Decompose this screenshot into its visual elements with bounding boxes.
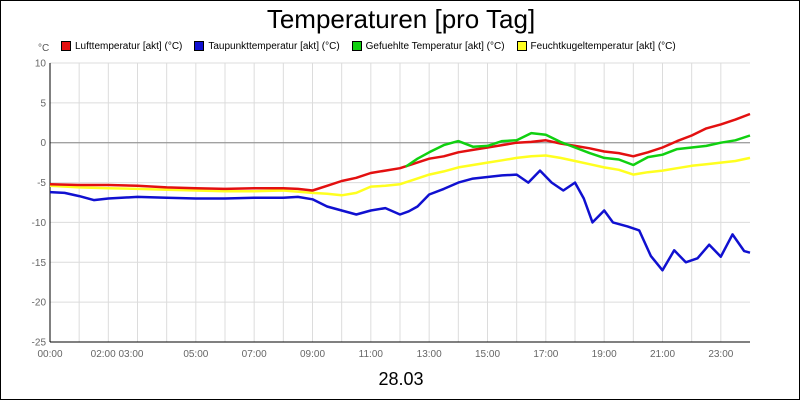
legend-label-air: Lufttemperatur [akt] (°C) [75,40,183,52]
y-tick-label: 10 [35,59,47,70]
y-tick-label: -15 [32,258,47,269]
y-tick-label: -20 [32,298,47,309]
series-line-air-temperature [49,112,751,192]
x-tick-label: 17:00 [533,349,558,360]
y-tick-label: -25 [32,338,47,349]
legend-swatch-wetbulb [516,41,527,51]
x-tick-label: 02:00 03:00 [91,349,144,360]
x-tick-label: 19:00 [592,349,617,360]
y-tick-label: -5 [37,178,46,189]
x-tick-label: 09:00 [300,349,325,360]
series-line-feels-like [405,131,751,168]
legend-swatch-feels [351,41,362,51]
legend-label-feels: Gefuehlte Temperatur [akt] (°C) [365,40,505,52]
x-tick-label: 07:00 [242,349,267,360]
legend-item-dewpoint: Taupunkttemperatur [akt] (°C) [194,39,340,53]
legend-swatch-air [61,41,71,51]
y-tick-label: -10 [32,218,47,229]
y-axis-unit: °C [38,43,50,54]
legend-item-feels: Gefuehlte Temperatur [akt] (°C) [351,39,505,53]
legend-swatch-dewpoint [194,41,205,51]
x-tick-label: 21:00 [650,349,675,360]
series-line-dewpoint [49,169,751,272]
legend-label-dewpoint: Taupunkttemperatur [akt] (°C) [208,40,340,52]
legend-item-wetbulb: Feuchtkugeltemperatur [akt] (°C) [516,39,676,53]
legend-label-wetbulb: Feuchtkugeltemperatur [akt] (°C) [530,40,676,52]
chart-title: Temperaturen [pro Tag] [266,4,536,34]
series-line-wet-bulb [49,154,751,197]
x-tick-label: 11:00 [359,349,384,360]
chart-legend: Lufttemperatur [akt] (°C) Taupunkttemper… [61,39,688,53]
legend-item-air: Lufttemperatur [akt] (°C) [61,39,182,53]
x-tick-label: 23:00 [708,349,733,360]
y-tick-label: 5 [40,98,46,109]
x-tick-label: 13:00 [417,349,442,360]
x-tick-label: 05:00 [183,349,208,360]
y-tick-label: 0 [40,138,46,149]
date-label: 28.03 [378,369,424,389]
x-tick-label: 00:00 [37,349,62,360]
x-tick-label: 15:00 [475,349,500,360]
